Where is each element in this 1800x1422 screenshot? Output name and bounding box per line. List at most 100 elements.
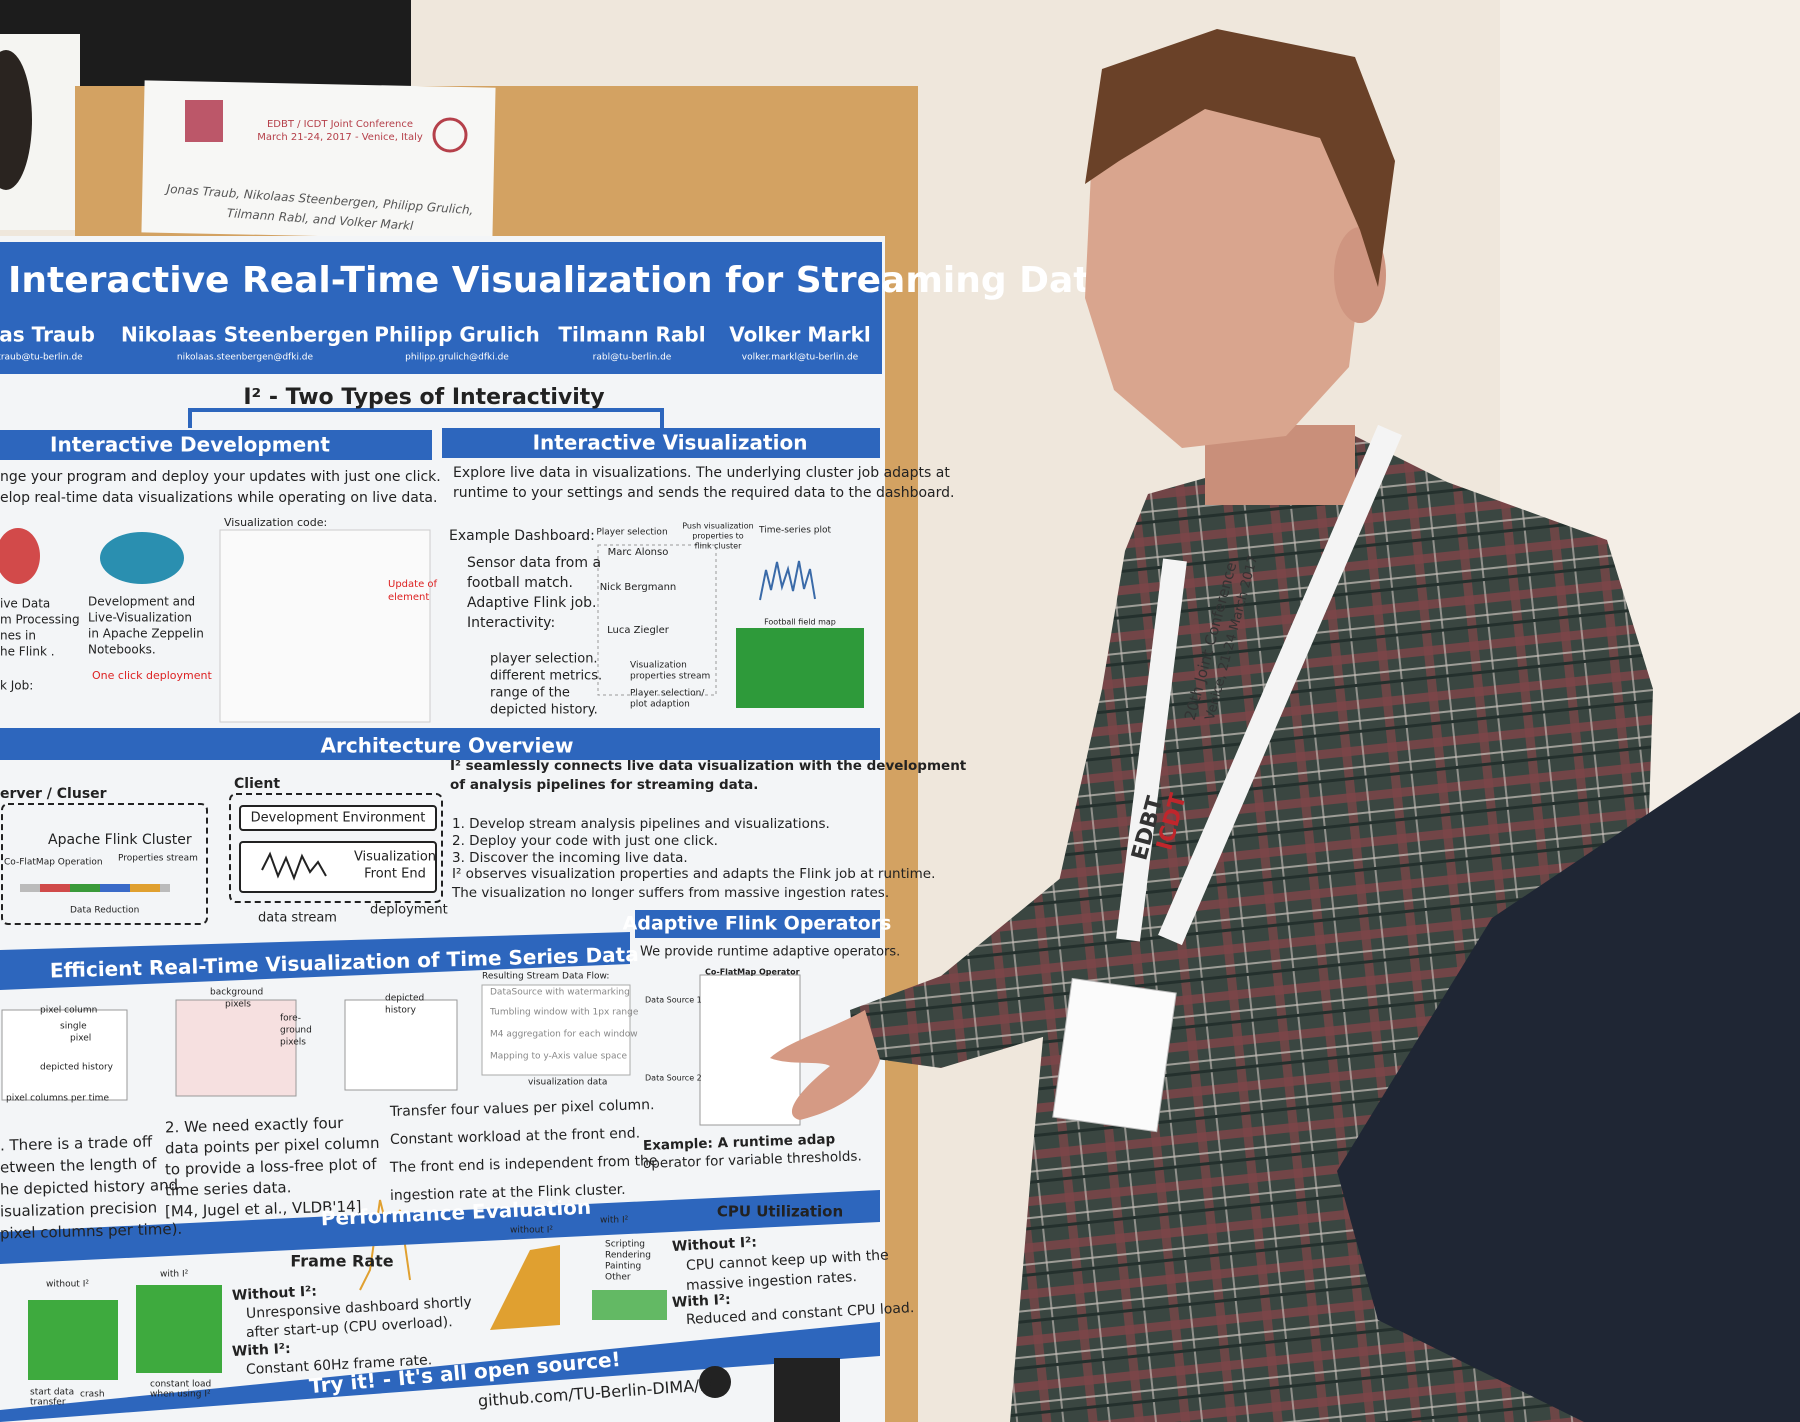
poster-text: Player selection: [596, 528, 667, 538]
poster-text: depicted history: [40, 1063, 114, 1073]
poster-text: Data Reduction: [70, 906, 139, 916]
section-bar: [0, 1322, 880, 1422]
poster-text: he Flink .: [0, 645, 55, 659]
poster-text: Transfer four values per pixel column.: [389, 1097, 655, 1120]
section-heading: Adaptive Flink Operators: [623, 913, 892, 935]
author-email: nikolaas.steenbergen@dfki.de: [177, 353, 314, 363]
time-series-plot: [759, 560, 816, 601]
poster-text: Visualization code:: [224, 516, 327, 529]
poster-text: operator for variable thresholds.: [643, 1148, 862, 1172]
poster-text: Constant workload at the front end.: [390, 1125, 641, 1148]
section-heading: Interactive Development: [50, 433, 330, 457]
poster-text: Co-FlatMap Operator: [705, 968, 800, 977]
poster-text: Development and: [88, 595, 195, 609]
dev-env-box: [239, 805, 437, 831]
poster-text: nge your program and deploy your updates…: [0, 469, 441, 485]
poster-text: plot adaption: [630, 700, 690, 710]
poster-text: different metrics.: [490, 669, 602, 684]
author-name: Tilmann Rabl: [558, 323, 705, 347]
chart-label: Painting: [605, 1262, 641, 1272]
poster-text: depicted history.: [490, 703, 598, 718]
poster-text: background: [210, 988, 263, 998]
poster-text: single: [60, 1022, 87, 1032]
poster-text: Data Source 1: [645, 996, 702, 1005]
data-stream-part: [100, 884, 130, 892]
poster-text: One click deployment: [92, 669, 212, 682]
poster-text: Nick Bergmann: [600, 582, 677, 593]
poster-text: I² observes visualization properties and…: [452, 866, 935, 882]
section-bar: [0, 728, 880, 760]
title-banner: [0, 242, 882, 374]
poster-text: ingestion rate at the Flink cluster.: [390, 1182, 626, 1204]
poster-text: [M4, Jugel et al., VLDB'14]: [165, 1197, 362, 1220]
section-heading: Interactive Visualization: [533, 431, 808, 455]
poster-text: time series data.: [165, 1178, 292, 1199]
hand: [770, 1010, 880, 1120]
sheet-text: EDBT / ICDT Joint Conference: [267, 119, 413, 130]
github-logo: [699, 1366, 731, 1398]
poster-text: Resulting Stream Data Flow:: [482, 972, 609, 982]
poster-text: We provide runtime adaptive operators.: [640, 945, 900, 960]
author-email: philipp.grulich@dfki.de: [405, 353, 509, 363]
left-head: [0, 50, 32, 190]
poster-text: fore-: [280, 1014, 301, 1024]
front-end-box: [239, 841, 437, 893]
poster-text: pixel column: [40, 1006, 97, 1016]
poster-text: Apache Flink Cluster: [48, 832, 192, 848]
poster-text: 2. Deploy your code with just one click.: [452, 833, 718, 849]
poster-text: k Job:: [0, 679, 33, 693]
lanyard-strap: [1158, 424, 1402, 946]
chart-label: without I²: [510, 1226, 553, 1236]
poster-text: Client: [234, 776, 280, 792]
poster-text: Properties stream: [118, 854, 198, 864]
author-email: volker.markl@tu-berlin.de: [742, 353, 859, 363]
lanyard-strap: [1116, 558, 1187, 942]
cpu-without: [490, 1245, 560, 1330]
poster-text: in Apache Zeppelin: [88, 627, 204, 641]
author-name: Volker Markl: [729, 323, 871, 347]
data-stream-part: [70, 884, 100, 892]
poster-text: The visualization no longer suffers from…: [451, 885, 889, 901]
poster-text: Live-Visualization: [88, 611, 192, 625]
cpu-with: [592, 1290, 667, 1320]
poster-text: of analysis pipelines for streaming data…: [450, 777, 758, 793]
cluster-box: [1, 803, 208, 925]
poster-text: isualization precision: [0, 1198, 157, 1220]
zeppelin-logo: [100, 532, 184, 584]
poster-text: properties to: [692, 532, 744, 541]
poster-text: erver / Cluser: [0, 786, 107, 802]
chart-label: when using I²: [150, 1390, 211, 1400]
data-stream-part: [130, 884, 160, 892]
frame-rate-without: [28, 1300, 118, 1380]
poster-text: data points per pixel column: [165, 1134, 380, 1158]
poster-text: Development Environment: [251, 811, 426, 826]
poster-text: properties stream: [630, 672, 710, 682]
bracket: [188, 408, 664, 428]
section-bar: [0, 932, 630, 990]
poster-text: DataSource with watermarking: [490, 988, 630, 998]
flow-box: [481, 984, 631, 1076]
poster-text: to provide a loss-free plot of: [165, 1155, 378, 1179]
poster-text: depicted: [385, 994, 424, 1004]
poster-text: Example Dashboard:: [449, 528, 595, 544]
section-bar: [442, 428, 880, 458]
poster-text: CPU Utilization: [717, 1203, 843, 1221]
pixel-grid: [175, 999, 297, 1097]
poster-text: Player selection/: [630, 689, 705, 699]
poster-text: 1. Develop stream analysis pipelines and…: [452, 816, 830, 832]
poster-text: Mapping to y-Axis value space: [490, 1052, 627, 1062]
poster-text: Marc Alonso: [608, 547, 669, 558]
poster-text: Explore live data in visualizations. The…: [453, 465, 950, 481]
poster-text: The front end is independent from the: [389, 1153, 658, 1176]
sparkline: [261, 851, 327, 881]
poster-text: Co-FlatMap Operation: [4, 858, 103, 868]
section-bar: [0, 430, 432, 460]
poster-text: Data Source 2: [645, 1074, 702, 1083]
section-heading: I² - Two Types of Interactivity: [243, 385, 604, 410]
poster-text: m Processing: [0, 613, 80, 627]
chart-label: transfer: [30, 1398, 66, 1408]
hair: [1085, 29, 1395, 287]
poster-text: 2. We need exactly four: [165, 1114, 345, 1137]
name-badge: [1052, 977, 1177, 1133]
